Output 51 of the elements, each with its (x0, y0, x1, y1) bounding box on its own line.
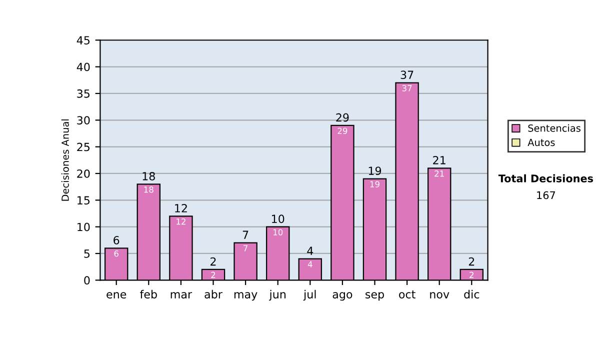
x-tick-label: jul (303, 290, 316, 301)
data-label: 6 (114, 250, 118, 257)
total-label: 7 (242, 230, 248, 239)
x-tick-label: nov (430, 292, 450, 298)
y-tick-label: 40 (76, 62, 90, 72)
y-tick-label: 25 (77, 142, 90, 152)
legend-label: Sentencias (528, 124, 580, 132)
x-tick-label: ene (106, 292, 126, 298)
x-tick-label: sep (366, 292, 384, 301)
data-label: 29 (338, 128, 348, 134)
total-label: 18 (142, 172, 155, 180)
data-label: 18 (144, 186, 154, 193)
data-label: 21 (434, 170, 444, 177)
total-label: 10 (272, 214, 284, 224)
total-label: 4 (307, 246, 314, 255)
data-label: 10 (273, 229, 283, 236)
data-label: 37 (402, 85, 412, 92)
x-tick-label: jun (269, 290, 286, 301)
data-label: 19 (370, 181, 380, 188)
text: 167 (537, 191, 555, 200)
data-label: 12 (176, 218, 186, 225)
y-tick-label: 5 (84, 250, 90, 258)
x-tick-label: feb (140, 290, 157, 298)
x-tick-label: may (234, 292, 258, 301)
y-tick-label: 45 (76, 36, 90, 44)
y-tick-label: 20 (77, 169, 90, 178)
data-label: 2 (211, 272, 216, 278)
total-label: 6 (114, 236, 120, 244)
x-tick-label: dic (464, 290, 480, 298)
y-tick-label: 10 (78, 222, 90, 232)
y-tick-label: 35 (77, 89, 90, 98)
total-label: 19 (368, 166, 382, 176)
x-tick-label: oct (399, 290, 416, 298)
x-tick-label: ago (332, 292, 352, 301)
total-label: 12 (175, 204, 187, 212)
total-label: 2 (468, 257, 474, 266)
data-label: 2 (470, 272, 474, 278)
x-tick-label: mar (170, 292, 192, 298)
y-tick-label: 15 (78, 196, 90, 205)
text: Total Decisiones (498, 174, 594, 182)
y-tick-label: 30 (77, 116, 90, 125)
y-axis-title: Decisiones Anual (61, 119, 69, 201)
data-label: 4 (308, 261, 312, 268)
x-tick-label: abr (204, 290, 222, 298)
total-label: 21 (433, 156, 446, 164)
y-tick-label: 0 (84, 276, 90, 285)
data-label: 7 (244, 245, 248, 252)
legend-label: Autos (528, 138, 555, 146)
total-label: 37 (400, 70, 414, 80)
total-label: 2 (210, 257, 216, 266)
total-label: 29 (336, 113, 349, 122)
